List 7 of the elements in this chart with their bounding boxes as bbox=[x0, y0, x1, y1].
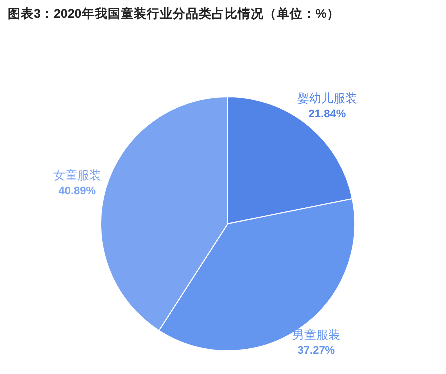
slice-label: 婴幼儿服装 bbox=[297, 92, 358, 106]
data-label: 37.27% bbox=[298, 345, 336, 357]
data-label: 21.84% bbox=[308, 108, 346, 121]
slice-label: 男童服装 bbox=[292, 328, 340, 342]
slice-label: 女童服装 bbox=[53, 168, 102, 183]
chart-title: 图表3：2020年我国童装行业分品类占比情况（单位：%） bbox=[8, 6, 340, 21]
data-label: 40.89% bbox=[58, 186, 96, 198]
